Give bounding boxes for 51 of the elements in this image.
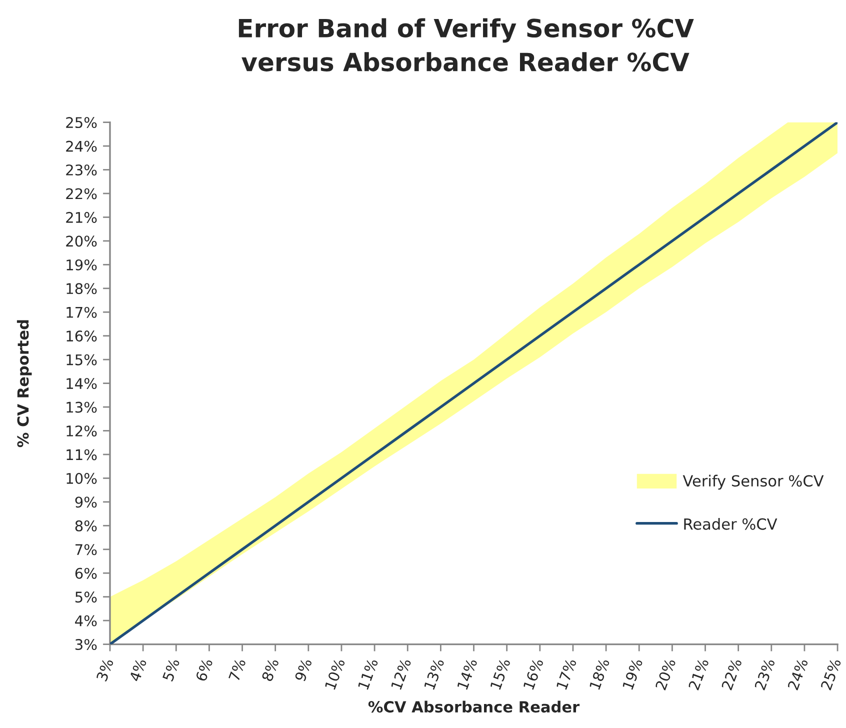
y-tick-label: 3% [75,638,97,650]
y-tick-label: 11% [66,449,97,460]
y-tick-label: 22% [66,188,97,200]
x-tick-label: 9% [294,658,312,682]
y-tick-label: 25% [66,117,97,128]
y-tick-label: 24% [66,140,97,152]
y-tick-label: 4% [75,615,97,626]
x-tick-label: 21% [688,658,709,690]
y-tick-label: 21% [66,212,97,223]
x-tick-label: 16% [522,658,544,690]
x-tick-label: 23% [754,658,776,690]
y-axis-title: % CV Reported [16,320,32,448]
y-tick-label: 6% [75,568,97,579]
legend-label: Reader %CV [684,518,778,530]
y-tick-label: 19% [66,259,97,270]
y-tick-label: 13% [66,402,97,413]
x-tick-label: 6% [195,658,213,682]
x-tick-label: 25% [820,658,842,690]
y-tick-label: 15% [66,354,97,366]
x-axis-title: %CV Absorbance Reader [368,700,580,713]
x-tick-label: 12% [390,658,412,690]
x-tick-label: 17% [556,658,577,690]
chart-title: Error Band of Verify Sensor %CV versus Absorbance Reader %CV [238,18,694,72]
y-tick-label: 20% [66,236,97,247]
x-tick-label: 5% [162,658,180,682]
y-tick-label: 7% [76,544,97,556]
x-tick-label: 20% [655,658,676,690]
x-tick-label: 13% [424,658,444,690]
x-tick-label: 8% [261,658,280,682]
x-tick-label: 7% [228,658,246,682]
x-tick-label: 22% [721,658,742,690]
y-tick-label: 9% [75,496,97,508]
y-tick-label: 10% [66,472,97,484]
y-tick-label: 16% [66,330,97,342]
y-tick-label: 18% [66,283,97,294]
y-tick-label: 14% [66,378,97,390]
x-tick-label: 11% [358,658,378,690]
y-tick-label: 12% [66,425,97,436]
x-tick-label: 3% [96,658,114,682]
y-tick-label: 23% [66,164,97,176]
legend-label: Verify Sensor %CV [682,474,824,490]
x-tick-label: 18% [589,658,610,690]
y-tick-label: 17% [66,306,97,318]
y-tick-label: 5% [75,592,97,603]
x-tick-label: 19% [622,658,643,690]
y-tick-label: 8% [75,520,97,532]
x-tick-label: 15% [490,658,511,690]
x-tick-label: 14% [456,658,478,690]
x-tick-label: 10% [324,658,346,690]
x-tick-label: 4% [128,658,147,682]
x-tick-label: 24% [787,658,808,690]
